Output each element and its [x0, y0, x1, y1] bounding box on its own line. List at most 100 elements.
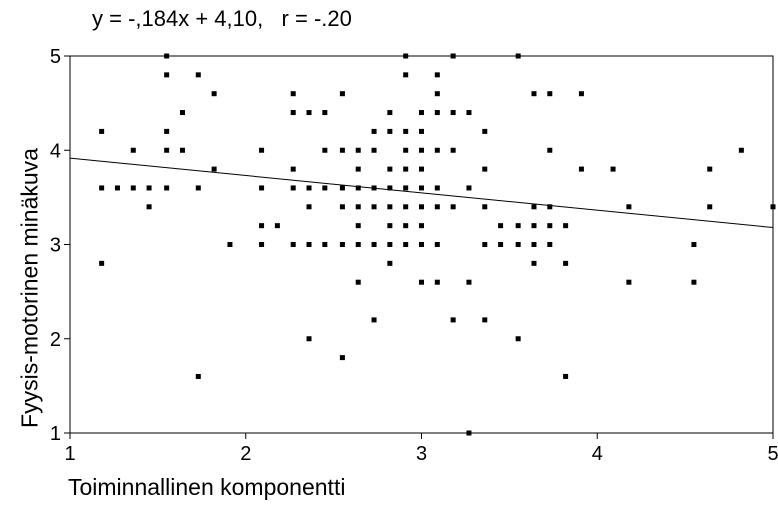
data-point: [339, 147, 345, 153]
data-point: [547, 223, 553, 229]
data-point: [99, 128, 105, 134]
data-point: [114, 185, 120, 191]
data-point: [578, 166, 584, 172]
data-point: [355, 147, 361, 153]
data-point: [547, 147, 553, 153]
data-point: [450, 204, 456, 210]
data-point: [466, 185, 472, 191]
data-point: [322, 242, 328, 247]
data-point: [450, 147, 456, 153]
data-point: [306, 336, 312, 342]
data-point: [211, 166, 217, 172]
data-point: [290, 91, 296, 97]
data-point: [164, 185, 170, 191]
data-point: [482, 128, 488, 134]
data-point: [434, 242, 440, 247]
data-point: [563, 223, 569, 229]
data-point: [387, 110, 393, 116]
data-point: [578, 91, 584, 97]
data-point: [547, 242, 553, 247]
x-axis-label: Toiminnallinen komponentti: [68, 474, 346, 500]
data-point: [387, 223, 393, 229]
data-point: [419, 128, 424, 134]
data-point: [419, 185, 424, 191]
data-point: [738, 147, 744, 153]
data-point: [707, 166, 713, 172]
data-point: [531, 204, 537, 210]
data-point: [355, 204, 361, 210]
data-point: [99, 185, 105, 191]
data-point: [419, 279, 424, 285]
data-point: [434, 279, 440, 285]
data-point: [466, 110, 472, 116]
data-point: [515, 336, 521, 342]
data-point: [498, 223, 504, 229]
data-point: [450, 53, 456, 59]
data-point: [259, 147, 265, 153]
data-point: [371, 317, 377, 323]
regression-equation: y = -,184x + 4,10, r = -.20: [92, 6, 352, 31]
data-point: [419, 166, 424, 172]
data-point: [466, 279, 472, 285]
data-point: [306, 110, 312, 116]
data-point: [99, 260, 105, 266]
data-point: [403, 53, 409, 59]
data-point: [355, 223, 361, 229]
data-point: [355, 185, 361, 191]
data-point: [387, 185, 393, 191]
data-point: [547, 204, 553, 210]
data-point: [403, 204, 409, 210]
data-point: [403, 147, 409, 153]
data-point: [626, 279, 632, 285]
data-point: [387, 204, 393, 210]
data-point: [130, 185, 136, 191]
data-point: [515, 223, 521, 229]
data-point: [434, 204, 440, 210]
data-point: [515, 242, 521, 247]
data-point: [290, 110, 296, 116]
data-point: [403, 223, 409, 229]
data-point: [691, 242, 697, 247]
data-point: [387, 242, 393, 247]
data-point: [146, 204, 152, 210]
data-point: [339, 185, 345, 191]
data-point: [419, 242, 424, 247]
y-tick-label: 4: [50, 140, 61, 162]
data-point: [610, 166, 616, 172]
data-point: [531, 223, 537, 229]
data-point: [339, 242, 345, 247]
x-tick-label: 1: [64, 443, 75, 465]
data-point: [466, 430, 472, 436]
data-point: [290, 242, 296, 247]
data-point: [434, 110, 440, 116]
data-point: [322, 110, 328, 116]
data-point: [164, 147, 170, 153]
data-point: [707, 204, 713, 210]
data-point: [450, 110, 456, 116]
data-point: [259, 242, 265, 247]
data-point: [770, 204, 776, 210]
data-point: [387, 128, 393, 134]
x-tick-label: 4: [592, 443, 603, 465]
data-point: [306, 204, 312, 210]
data-point: [339, 355, 345, 361]
data-point: [195, 72, 201, 78]
data-point: [419, 147, 424, 153]
data-point: [531, 91, 537, 97]
data-point: [322, 147, 328, 153]
data-point: [274, 223, 280, 229]
data-point: [515, 53, 521, 59]
data-point: [195, 373, 201, 379]
data-point: [403, 72, 409, 78]
data-point: [339, 91, 345, 97]
data-point: [371, 242, 377, 247]
data-point: [259, 185, 265, 191]
data-point: [419, 204, 424, 210]
x-tick-label: 3: [416, 443, 427, 465]
data-point: [403, 166, 409, 172]
data-point: [259, 223, 265, 229]
data-point: [195, 185, 201, 191]
data-point: [211, 91, 217, 97]
data-point: [531, 260, 537, 266]
